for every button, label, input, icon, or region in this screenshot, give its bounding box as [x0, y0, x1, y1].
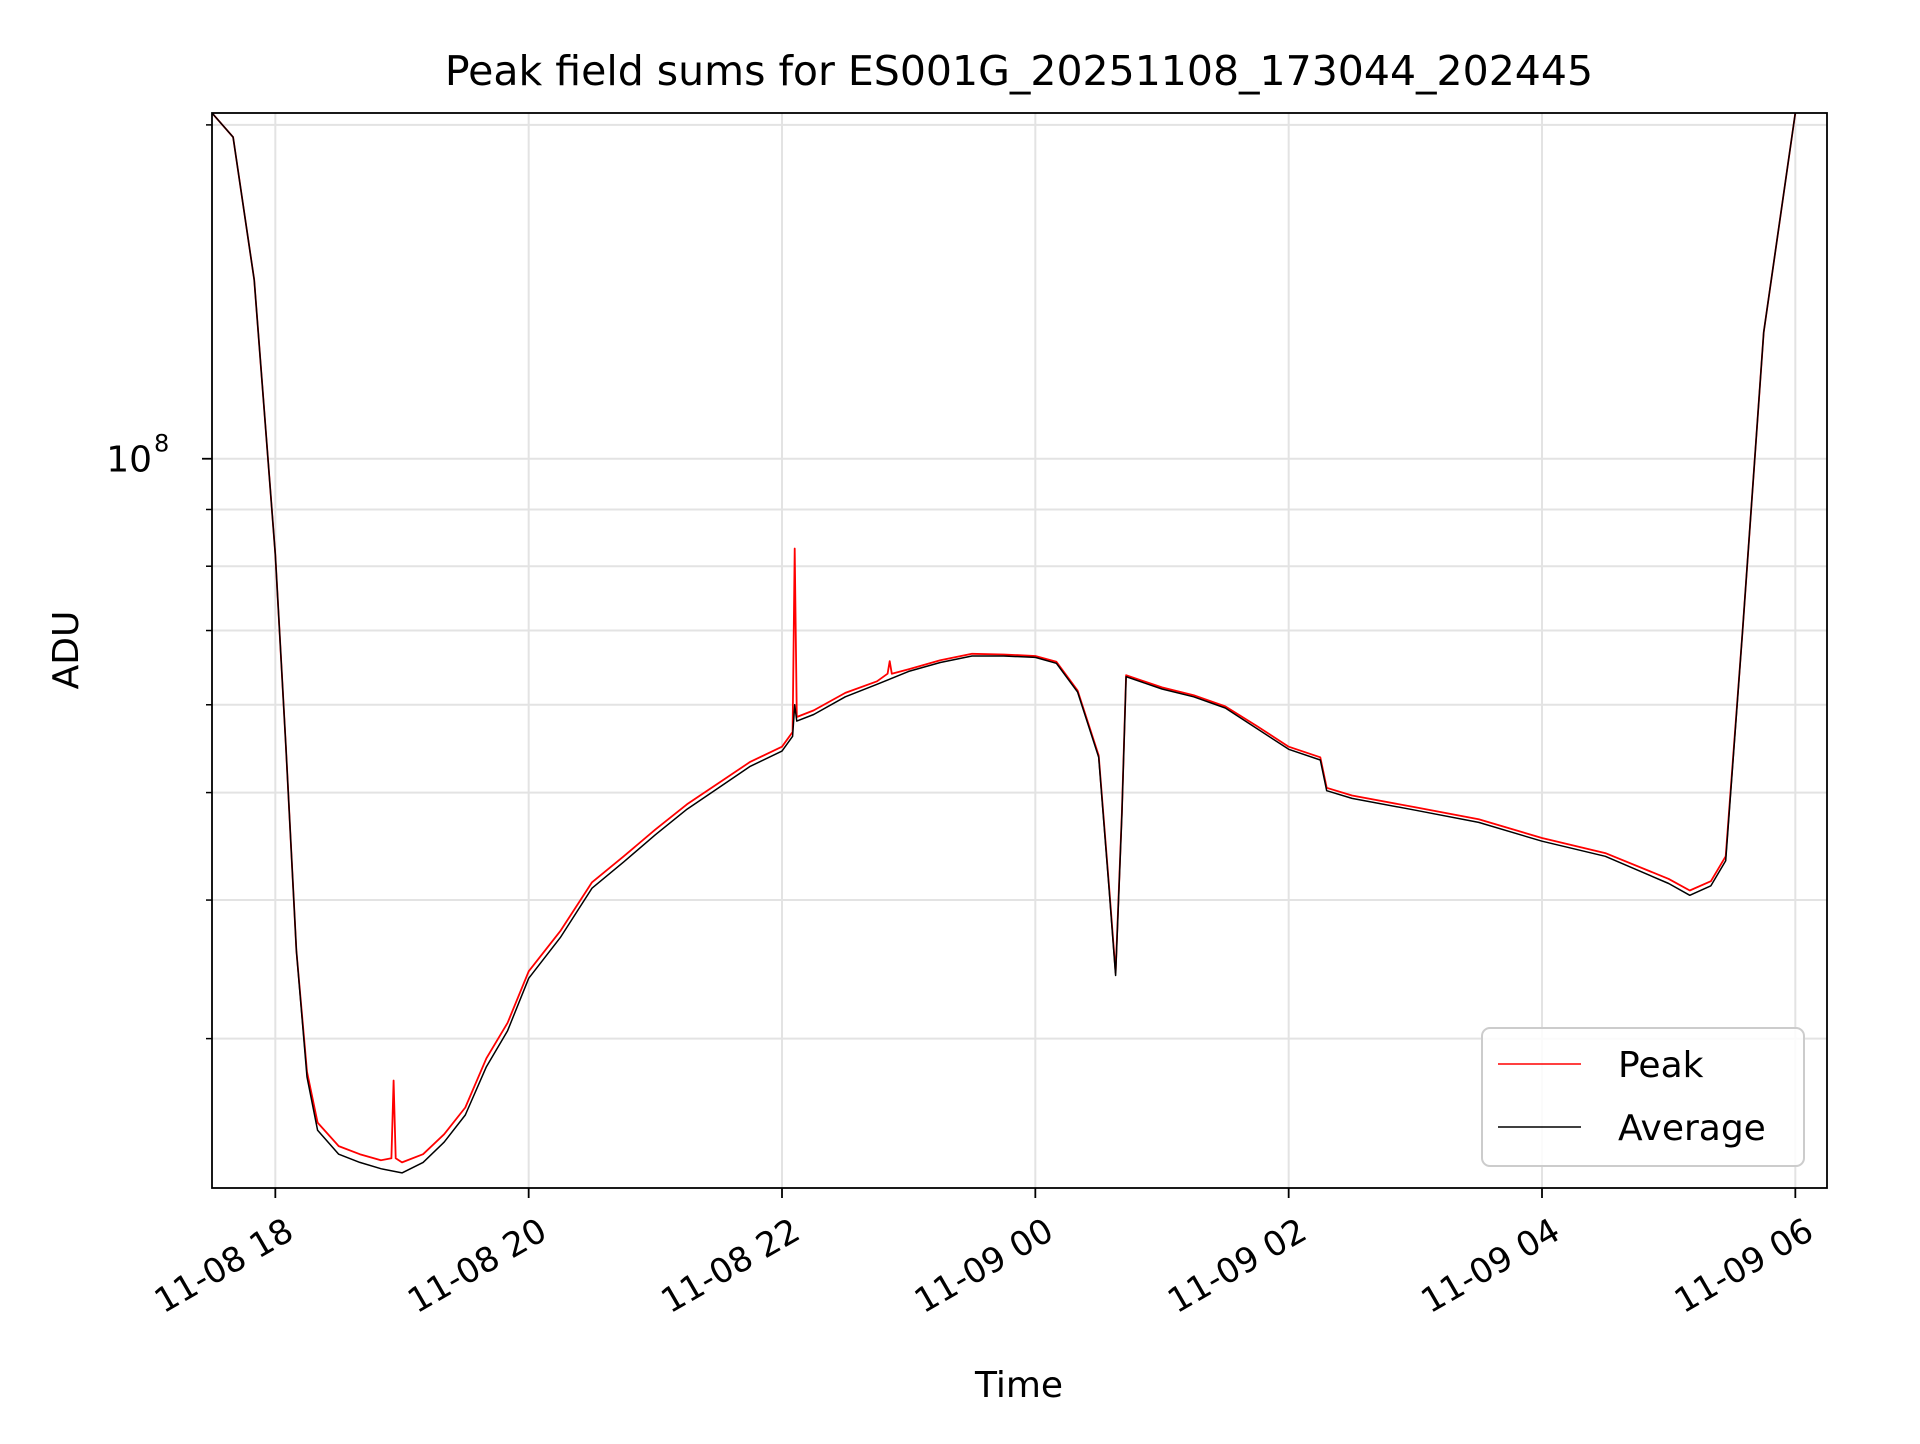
legend-box: [1481, 1027, 1805, 1167]
series-line-peak: [212, 113, 1797, 1164]
series-line-average: [212, 113, 1797, 1174]
legend: Peak Average: [1481, 1027, 1805, 1167]
y-tick-label-exponent: 8: [154, 430, 169, 458]
legend-label-average: Average: [1618, 1108, 1766, 1149]
series-layer: [212, 113, 1797, 1174]
x-axis-label: Time: [974, 1365, 1063, 1406]
grid-layer: [212, 113, 1827, 1188]
y-axis-label: ADU: [46, 611, 87, 690]
y-tick-label-base: 10: [106, 440, 152, 481]
chart-title: Peak field sums for ES001G_20251108_1730…: [445, 47, 1593, 95]
legend-label-peak: Peak: [1618, 1045, 1704, 1086]
plot-frame: [211, 112, 1828, 1189]
